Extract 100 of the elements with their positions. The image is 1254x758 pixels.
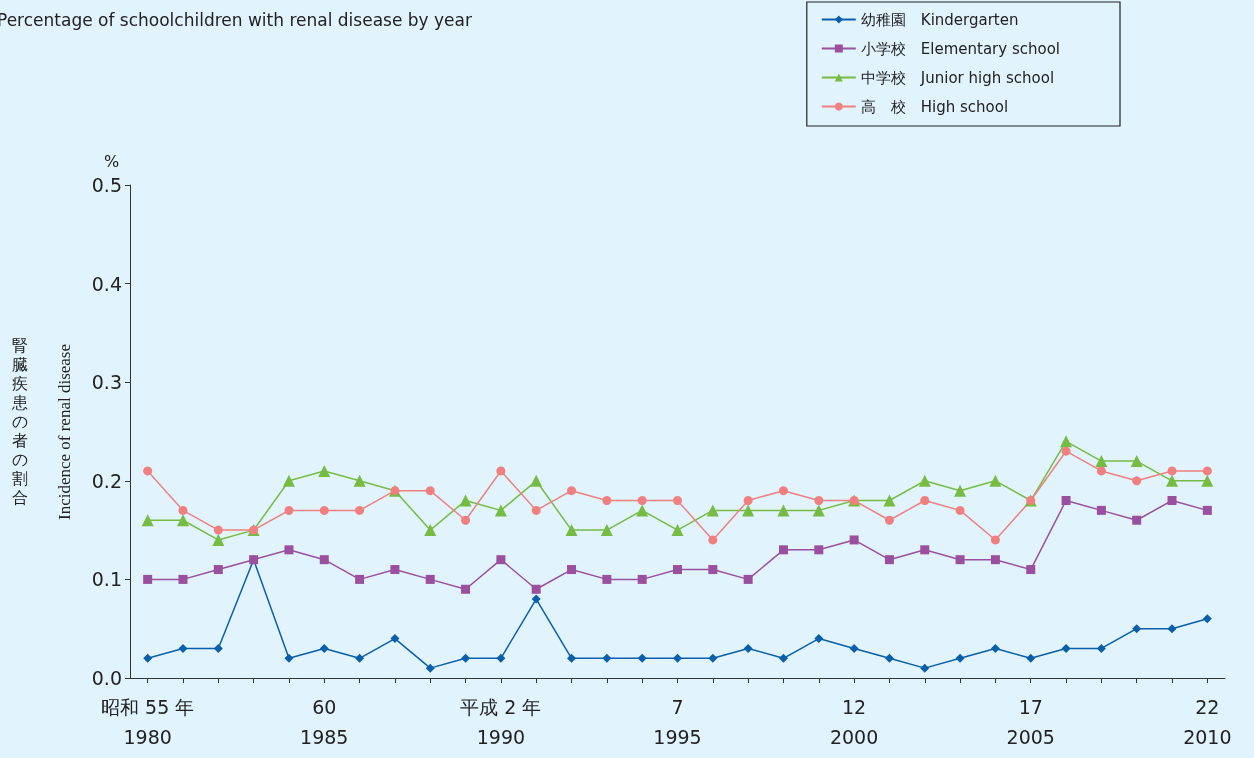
point: [743, 574, 753, 584]
y-tick-label: 0.2: [91, 469, 122, 492]
point: [284, 653, 294, 663]
point: [884, 555, 894, 565]
point: [213, 525, 223, 535]
point: [355, 653, 365, 663]
point: [425, 574, 435, 584]
point: [1061, 446, 1071, 456]
point: [319, 505, 329, 515]
point: [178, 574, 188, 584]
point: [282, 474, 295, 487]
point: [1061, 496, 1071, 506]
point: [1095, 455, 1108, 468]
point: [496, 555, 506, 565]
point: [1202, 614, 1212, 624]
text: 腎臓疾患の者の割合: [12, 336, 28, 507]
point: [1167, 624, 1177, 634]
point: [637, 574, 647, 584]
point: [178, 643, 188, 653]
point: [673, 496, 682, 506]
point: [955, 505, 965, 515]
legend-label: 小学校 Elementary school: [860, 39, 1061, 58]
point: [213, 565, 223, 575]
point: [708, 535, 718, 545]
point: [884, 515, 894, 525]
point: [706, 504, 719, 517]
point: [920, 496, 930, 506]
point: [602, 574, 612, 584]
point: [742, 504, 755, 517]
point: [777, 504, 790, 517]
point: [355, 505, 365, 515]
point: [567, 565, 577, 575]
point: [143, 466, 153, 476]
legend-label: 中学校 Junior high school: [860, 68, 1055, 87]
point: [990, 555, 1000, 565]
x-tick-label: 60 1985: [300, 696, 349, 748]
x-tick-label: 昭和 55 年 1980: [101, 696, 195, 748]
point: [355, 574, 365, 584]
point: [671, 524, 684, 537]
point: [565, 524, 578, 537]
point: [1060, 435, 1073, 448]
point: [567, 486, 577, 496]
point: [1132, 515, 1142, 525]
point: [920, 663, 930, 673]
point: [567, 653, 577, 663]
point: [178, 505, 188, 515]
point: [918, 474, 931, 487]
point: [284, 505, 294, 515]
point: [1096, 466, 1106, 476]
x-tick-label: 平成 2 年 1990: [460, 696, 542, 748]
point: [1061, 643, 1071, 653]
point: [318, 464, 331, 477]
point: [425, 663, 435, 673]
point: [390, 634, 400, 644]
point: [424, 524, 437, 537]
point: [814, 545, 824, 555]
point: [461, 515, 471, 525]
point: [1096, 643, 1106, 653]
text: %: [104, 151, 120, 171]
point: [990, 535, 1000, 545]
point: [600, 524, 613, 537]
x-tick-label: 22 2010: [1183, 696, 1232, 748]
point: [1166, 474, 1179, 487]
point: [708, 653, 718, 663]
point: [353, 474, 366, 487]
point: [212, 533, 225, 546]
point: [143, 574, 153, 584]
point: [778, 653, 788, 663]
point: [1132, 624, 1142, 634]
point: [1201, 474, 1214, 487]
legend-label: 幼稚園 Kindergarten: [860, 10, 1019, 29]
point: [319, 643, 329, 653]
point: [390, 565, 400, 575]
point: [496, 653, 506, 663]
point: [602, 496, 612, 506]
point: [883, 494, 896, 507]
point: [990, 643, 1000, 653]
text: Incidence of renal disease: [54, 343, 74, 521]
point: [1167, 496, 1177, 506]
point: [213, 643, 223, 653]
legend-label: 高 校 High school: [860, 97, 1009, 116]
point: [849, 535, 859, 545]
point: [1202, 466, 1212, 476]
point: [955, 555, 965, 565]
point: [461, 653, 471, 663]
point: [884, 653, 894, 663]
point: [778, 545, 788, 555]
point: [743, 496, 753, 506]
point: [637, 653, 647, 663]
point: [954, 484, 967, 497]
point: [143, 653, 153, 663]
point: [1096, 505, 1106, 515]
x-tick-label: 7 1995: [653, 696, 702, 748]
point: [531, 584, 541, 594]
point: [1167, 466, 1177, 476]
point: [496, 466, 506, 476]
point: [636, 504, 649, 517]
point: [319, 555, 329, 565]
y-tick-label: 0.0: [91, 667, 122, 689]
point: [1130, 455, 1143, 468]
